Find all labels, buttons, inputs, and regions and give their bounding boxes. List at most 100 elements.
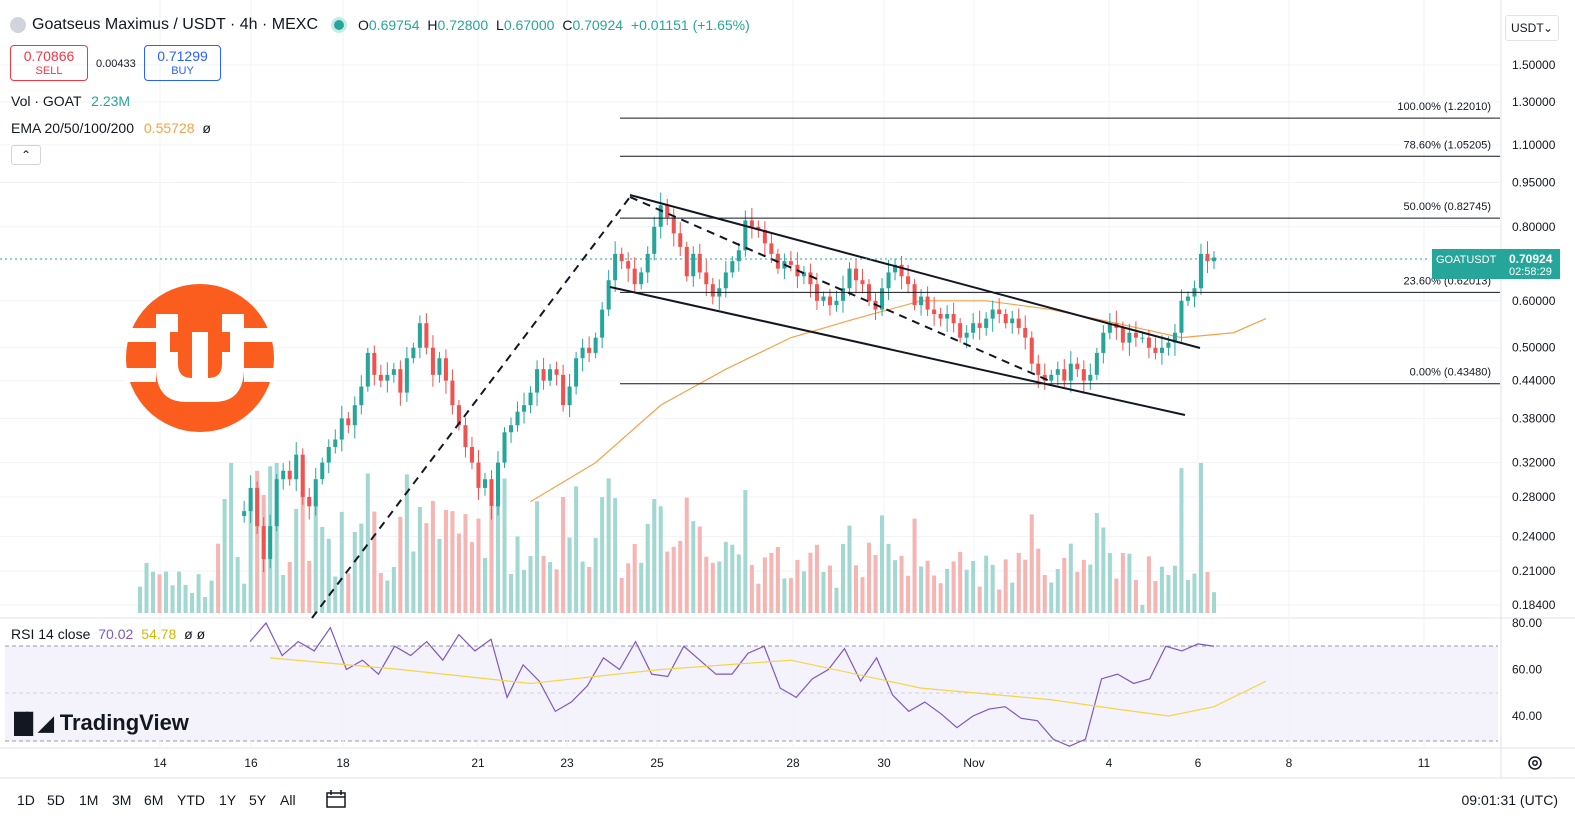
volume-bar [1075,571,1080,613]
range-6m[interactable]: 6M [144,792,164,808]
candle [1023,327,1028,338]
volume-bar [307,560,312,613]
volume-legend[interactable]: Vol · GOAT 2.23M [11,93,130,109]
volume-bar [847,525,852,613]
candle [743,220,748,251]
collapse-legend-button[interactable]: ⌃ [11,145,41,165]
candle [567,386,572,406]
candle [834,300,839,306]
candle [1029,337,1034,364]
tradingview-logo[interactable]: █▌◢ TradingView [14,710,189,736]
candle [736,250,741,262]
range-1y[interactable]: 1Y [219,792,237,808]
time-tick-label: 30 [877,756,891,770]
candle [691,253,696,277]
volume-bar [144,562,149,613]
volume-bar [808,552,813,613]
ema-extra: ø [202,120,211,136]
candle [808,272,813,285]
volume-bar [209,580,214,613]
volume-bar [756,583,761,613]
volume-bar [1016,552,1021,613]
volume-bar [229,463,234,613]
candle [704,272,709,285]
tradingview-mark-icon: █▌◢ [14,712,54,735]
candle [639,272,644,285]
candle [945,314,950,319]
candle [509,425,514,433]
goat-logo-icon [124,284,276,432]
symbol-header[interactable]: Goatseus Maximus / USDT · 4h · MEXC O0.6… [10,16,750,34]
volume-bar [528,556,533,613]
volume-bar [1185,580,1190,613]
volume-bar [294,509,299,613]
time-tick-label: 8 [1286,756,1293,770]
volume-bar [274,463,279,613]
range-5d[interactable]: 5D [47,792,65,808]
candle [984,318,989,328]
sell-button[interactable]: 0.70866 SELL [10,45,88,81]
volume-bar [1133,580,1138,613]
symbol-title[interactable]: Goatseus Maximus / USDT · 4h · MEXC [32,16,318,33]
candle [632,268,637,285]
candle [1172,332,1177,343]
buy-button[interactable]: 0.71299 BUY [144,45,221,81]
volume-bar [196,574,201,613]
time-tick-label: 11 [1418,756,1431,770]
utc-clock[interactable]: 09:01:31 (UTC) [1461,792,1558,808]
channel-upper-line [629,194,1201,349]
volume-bar [177,571,182,613]
volume-bar [385,580,390,613]
buy-label: BUY [171,65,194,77]
volume-bar [430,501,435,613]
candle [261,526,266,560]
currency-select[interactable]: USDT ⌄ [1505,15,1559,41]
volume-bar [463,514,468,613]
volume-bar [417,507,422,613]
volume-bar [639,562,644,613]
volume-bar [1049,582,1054,613]
sell-label: SELL [35,65,63,77]
candle [1036,363,1041,375]
volume-bar [255,470,260,613]
volume-bar [593,537,598,613]
volume-bar [281,575,286,613]
gear-icon[interactable] [1526,754,1544,772]
candle [1075,363,1080,370]
candle [1049,374,1054,381]
volume-bar [1042,575,1047,613]
ema-legend[interactable]: EMA 20/50/100/200 0.55728 ø [11,120,211,136]
price-axis: 1.50000 1.30000 1.10000 0.95000 0.80000 0.600… [1512,58,1556,612]
range-3m[interactable]: 3M [112,792,132,808]
volume-bar [1029,514,1034,613]
candle [1107,323,1112,333]
sell-price: 0.70866 [23,48,75,64]
candle [886,272,891,289]
volume-bar [730,544,735,613]
rsi-legend[interactable]: RSI 14 close 70.02 54.78 ø ø [11,626,205,642]
volume-bar [704,556,709,613]
candle [860,280,865,285]
volume-bar [1088,564,1093,613]
candle [352,405,357,426]
range-ytd[interactable]: YTD [177,792,205,808]
range-1d[interactable]: 1D [17,792,35,808]
trend-drawings [311,194,1201,619]
volume-bar [242,583,247,613]
volume-bar [567,537,572,613]
range-all[interactable]: All [280,792,296,808]
candle [456,405,461,426]
candle [1010,318,1015,324]
volume-bar [151,571,156,613]
candle [613,253,618,281]
volume-bar [482,557,487,613]
volume-bar [749,565,754,613]
range-5y[interactable]: 5Y [249,792,267,808]
calendar-icon[interactable] [326,790,346,808]
volume-bar [1010,582,1015,613]
candle [912,284,917,306]
volume-bar [1166,575,1171,613]
range-1m[interactable]: 1M [79,792,99,808]
